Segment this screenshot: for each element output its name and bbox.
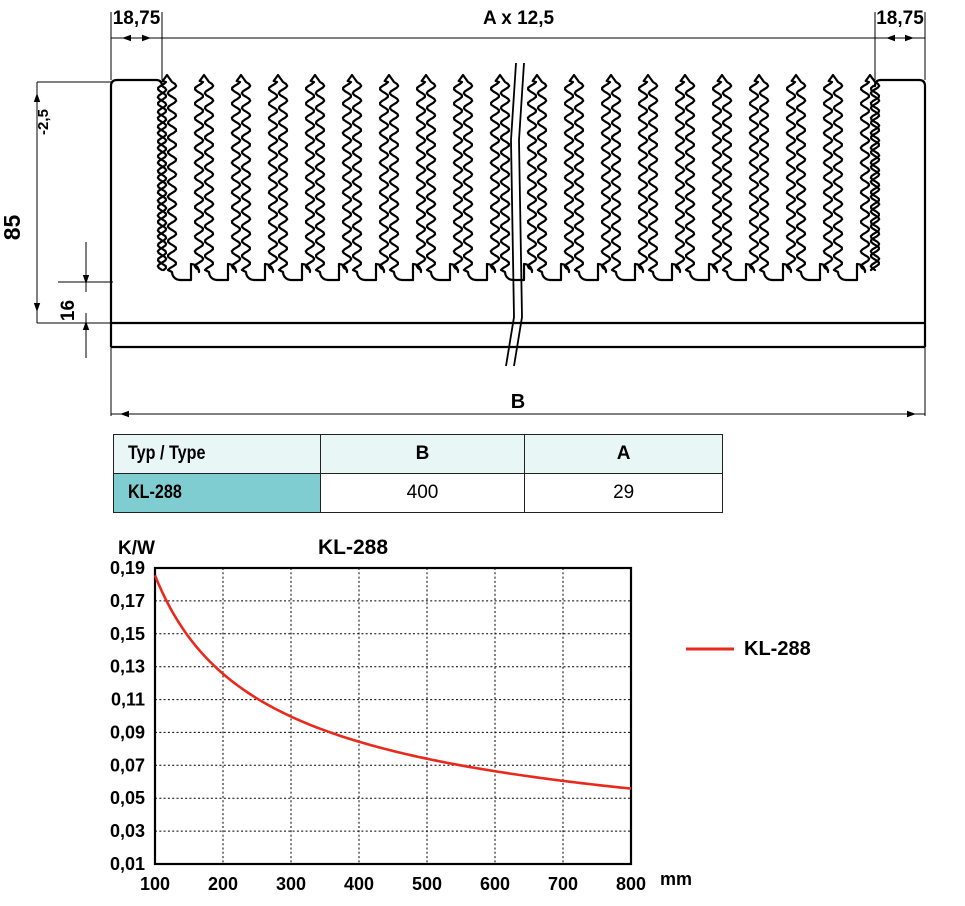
- svg-text:300: 300: [276, 874, 306, 894]
- svg-text:200: 200: [208, 874, 238, 894]
- svg-text:0,11: 0,11: [111, 690, 145, 710]
- svg-text:700: 700: [548, 874, 578, 894]
- svg-text:0,07: 0,07: [110, 755, 145, 775]
- svg-text:100: 100: [140, 874, 170, 894]
- svg-text:0,01: 0,01: [110, 854, 145, 874]
- svg-text:0,15: 0,15: [110, 624, 145, 644]
- svg-text:400: 400: [344, 874, 374, 894]
- svg-text:500: 500: [412, 874, 442, 894]
- svg-text:600: 600: [480, 874, 510, 894]
- svg-text:800: 800: [616, 874, 646, 894]
- svg-text:0,09: 0,09: [110, 722, 145, 742]
- svg-text:0,05: 0,05: [110, 788, 145, 808]
- svg-text:0,03: 0,03: [110, 821, 145, 841]
- svg-text:0,17: 0,17: [110, 591, 145, 611]
- svg-text:0,19: 0,19: [110, 558, 145, 578]
- svg-text:0,13: 0,13: [110, 657, 145, 677]
